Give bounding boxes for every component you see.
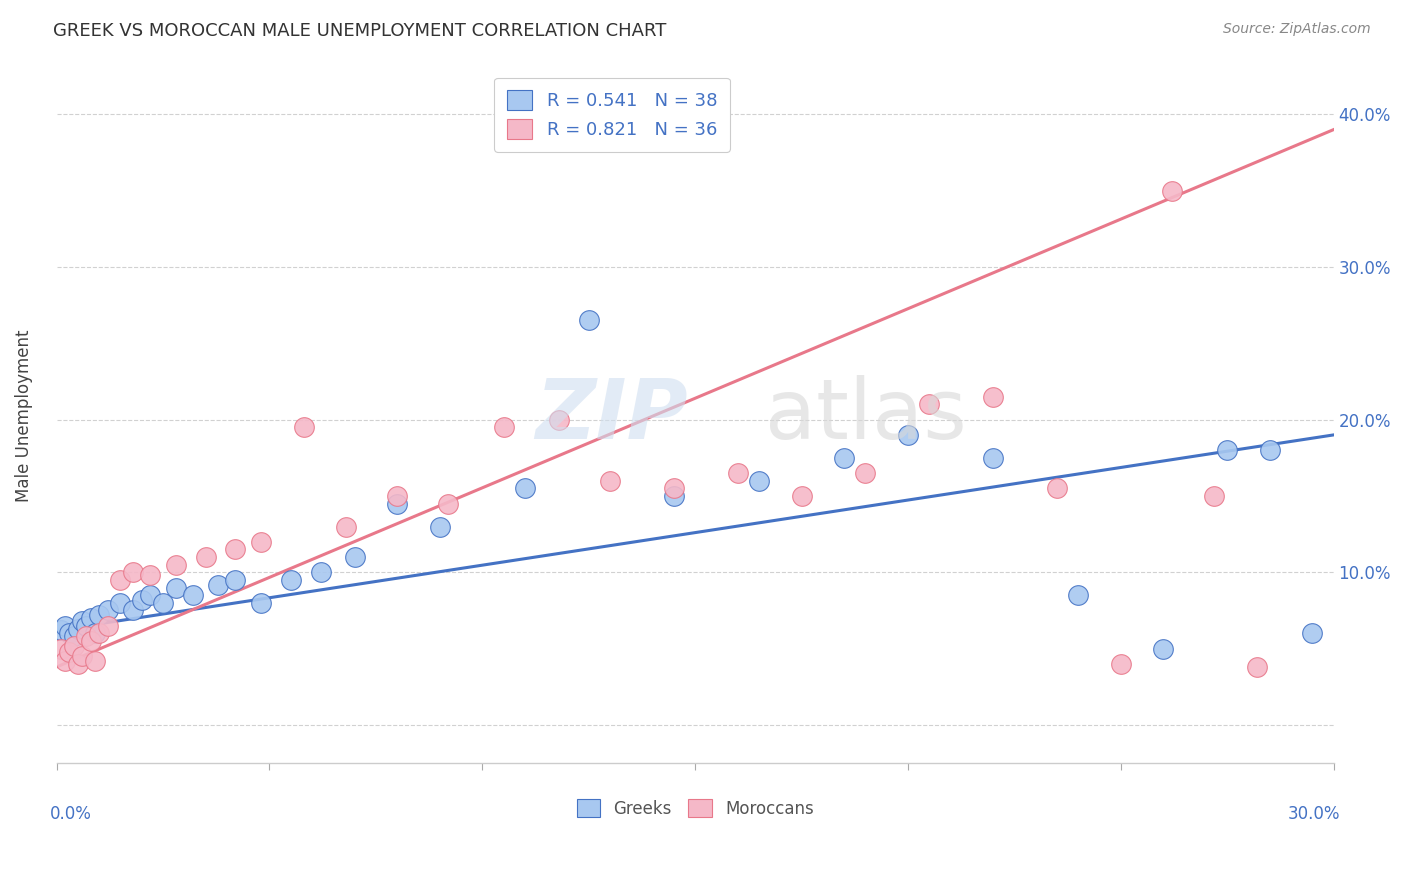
Point xyxy=(122,603,145,617)
Point xyxy=(70,649,93,664)
Point xyxy=(131,592,153,607)
Point xyxy=(1204,489,1226,503)
Point xyxy=(62,629,84,643)
Point xyxy=(75,629,97,643)
Point xyxy=(250,534,273,549)
Text: atlas: atlas xyxy=(765,376,967,457)
Point xyxy=(1160,184,1182,198)
Point xyxy=(110,596,132,610)
Point xyxy=(79,611,101,625)
Point xyxy=(58,645,80,659)
Point xyxy=(855,466,877,480)
Point xyxy=(492,420,515,434)
Point xyxy=(280,573,302,587)
Point xyxy=(207,577,229,591)
Point xyxy=(1109,657,1132,671)
Point xyxy=(224,573,246,587)
Point xyxy=(224,542,246,557)
Point xyxy=(97,618,120,632)
Point xyxy=(139,588,162,602)
Point xyxy=(66,622,89,636)
Y-axis label: Male Unemployment: Male Unemployment xyxy=(15,329,32,502)
Point xyxy=(1152,641,1174,656)
Point xyxy=(97,603,120,617)
Point xyxy=(70,614,93,628)
Point xyxy=(748,474,770,488)
Point xyxy=(1246,660,1268,674)
Point xyxy=(165,558,187,572)
Point xyxy=(513,481,536,495)
Point xyxy=(599,474,621,488)
Point xyxy=(181,588,204,602)
Text: 30.0%: 30.0% xyxy=(1288,805,1340,822)
Point xyxy=(335,519,357,533)
Point xyxy=(790,489,813,503)
Point xyxy=(53,618,76,632)
Point xyxy=(727,466,749,480)
Point xyxy=(89,608,111,623)
Point xyxy=(918,397,941,411)
Point xyxy=(84,626,107,640)
Point xyxy=(292,420,315,434)
Point xyxy=(662,489,685,503)
Point xyxy=(152,596,174,610)
Point xyxy=(250,596,273,610)
Point xyxy=(578,313,600,327)
Point xyxy=(1258,443,1281,458)
Point xyxy=(75,618,97,632)
Point xyxy=(139,568,162,582)
Point xyxy=(548,412,571,426)
Point xyxy=(343,549,366,564)
Point xyxy=(49,624,72,638)
Point xyxy=(165,581,187,595)
Point xyxy=(194,549,217,564)
Text: 0.0%: 0.0% xyxy=(51,805,93,822)
Point xyxy=(89,626,111,640)
Point xyxy=(981,450,1004,465)
Point xyxy=(1216,443,1239,458)
Text: GREEK VS MOROCCAN MALE UNEMPLOYMENT CORRELATION CHART: GREEK VS MOROCCAN MALE UNEMPLOYMENT CORR… xyxy=(53,22,666,40)
Legend: Greeks, Moroccans: Greeks, Moroccans xyxy=(569,792,820,824)
Point xyxy=(309,566,332,580)
Point xyxy=(662,481,685,495)
Point xyxy=(79,634,101,648)
Point xyxy=(981,390,1004,404)
Point xyxy=(437,497,460,511)
Text: Source: ZipAtlas.com: Source: ZipAtlas.com xyxy=(1223,22,1371,37)
Point xyxy=(385,489,408,503)
Point xyxy=(53,654,76,668)
Point xyxy=(49,641,72,656)
Point xyxy=(58,626,80,640)
Point xyxy=(385,497,408,511)
Point xyxy=(1301,626,1323,640)
Point xyxy=(122,566,145,580)
Point xyxy=(897,428,920,442)
Point xyxy=(1046,481,1069,495)
Point xyxy=(62,639,84,653)
Point xyxy=(84,654,107,668)
Point xyxy=(66,657,89,671)
Point xyxy=(832,450,855,465)
Point xyxy=(429,519,451,533)
Text: ZIP: ZIP xyxy=(536,376,688,457)
Point xyxy=(110,573,132,587)
Point xyxy=(1067,588,1090,602)
